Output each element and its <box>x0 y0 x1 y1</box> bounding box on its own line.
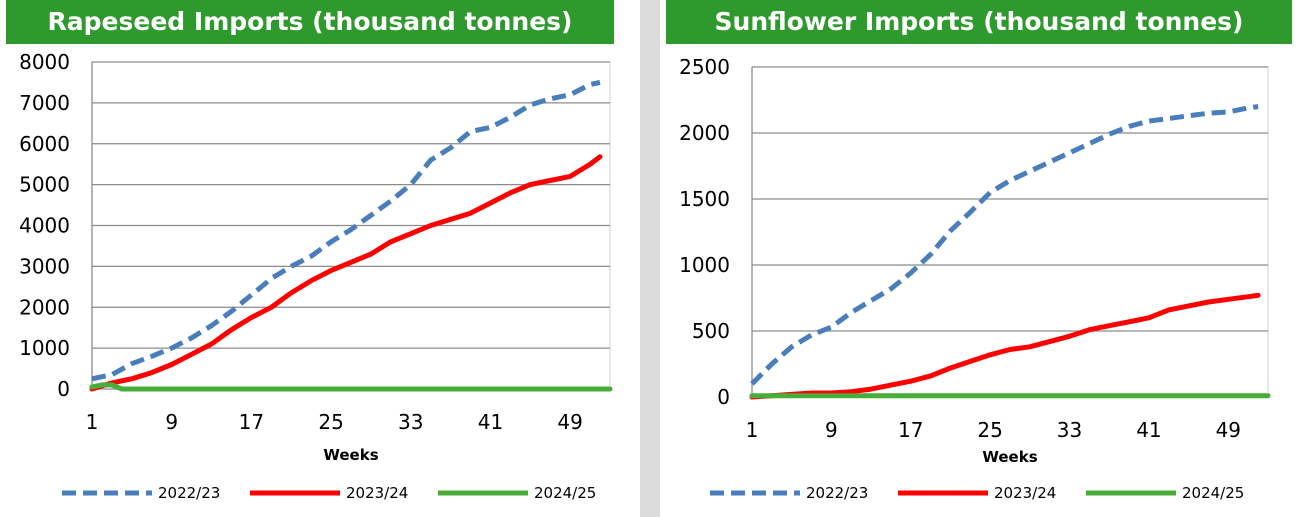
legend-label: 2023/24 <box>346 484 408 502</box>
x-tick-label: 9 <box>825 418 838 442</box>
sunflower-chart: 0 500 1000 1500 2000 2500 1 9 17 25 33 41 49 Weeks 202… <box>679 55 1271 502</box>
series-line-2023-24 <box>749 292 1261 400</box>
rapeseed-chart: 0 1000 2000 3000 4000 5000 6000 7000 8000 1 9 17 25 3… <box>19 50 613 502</box>
x-tick-label: 49 <box>1216 418 1241 442</box>
x-tick-label: 33 <box>398 410 423 434</box>
chart-title: Rapeseed Imports (thousand tonnes) <box>6 0 614 44</box>
y-tick-label: 1000 <box>19 336 70 360</box>
y-tick-label: 1500 <box>679 187 730 211</box>
legend-label: 2022/23 <box>806 484 868 502</box>
chart-title: Sunflower Imports (thousand tonnes) <box>666 0 1292 44</box>
y-tick-label: 7000 <box>19 91 70 115</box>
y-tick-label: 4000 <box>19 214 70 238</box>
series-line-2024-25 <box>89 382 613 392</box>
legend-label: 2024/25 <box>534 484 596 502</box>
y-tick-label: 0 <box>717 385 730 409</box>
legend-label: 2022/23 <box>158 484 220 502</box>
x-tick-label: 1 <box>86 410 99 434</box>
x-tick-label: 17 <box>898 418 923 442</box>
x-tick-label: 17 <box>239 410 264 434</box>
series-line-2022-23 <box>91 79 601 382</box>
sunflower-panel: Sunflower Imports (thousand tonnes) 0 500… <box>660 0 1301 517</box>
x-tick-label: 41 <box>1136 418 1161 442</box>
y-tick-label: 8000 <box>19 50 70 74</box>
series-line-2022-23 <box>750 104 1259 386</box>
x-tick-label: 1 <box>746 418 759 442</box>
x-tick-label: 41 <box>478 410 503 434</box>
x-tick-label: 25 <box>318 410 343 434</box>
x-axis-label: Weeks <box>982 448 1037 466</box>
y-tick-label: 1000 <box>679 253 730 277</box>
y-tick-label: 5000 <box>19 173 70 197</box>
y-tick-label: 0 <box>57 377 70 401</box>
series-line-2023-24 <box>89 154 603 392</box>
y-tick-label: 2500 <box>679 55 730 79</box>
y-tick-label: 6000 <box>19 132 70 156</box>
legend-label: 2024/25 <box>1182 484 1244 502</box>
legend-label: 2023/24 <box>994 484 1056 502</box>
x-tick-label: 25 <box>977 418 1002 442</box>
x-tick-label: 33 <box>1057 418 1082 442</box>
rapeseed-panel: Rapeseed Imports (thousand tonnes) 0 1000… <box>0 0 640 517</box>
y-tick-label: 500 <box>692 319 730 343</box>
y-tick-label: 3000 <box>19 254 70 278</box>
x-tick-label: 49 <box>557 410 582 434</box>
y-tick-label: 2000 <box>19 295 70 319</box>
y-tick-label: 2000 <box>679 121 730 145</box>
x-axis-label: Weeks <box>323 446 378 464</box>
x-tick-label: 9 <box>165 410 178 434</box>
